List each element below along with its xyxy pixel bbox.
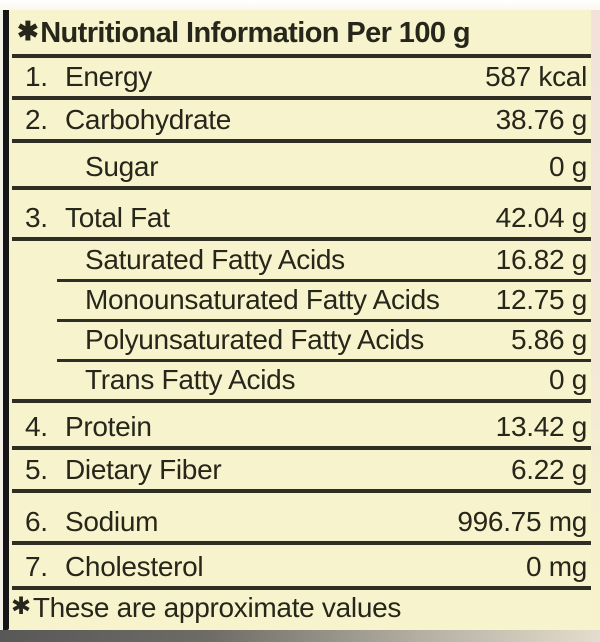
row-label: Trans Fatty Acids xyxy=(85,364,296,395)
row-value: 12.75 g xyxy=(495,284,588,315)
row-value: 13.42 g xyxy=(495,411,588,442)
row-label: Dietary Fiber xyxy=(65,454,222,485)
row-value: 5.86 g xyxy=(510,324,587,355)
divider xyxy=(12,54,591,58)
right-edge-strip xyxy=(591,10,600,630)
row-polyunsaturated-fatty-acids: Polyunsaturated Fatty Acids 5.86 g xyxy=(9,322,591,359)
label-table: ✱ Nutritional Information Per 100 g 1. E… xyxy=(9,10,591,630)
row-label: Sugar xyxy=(85,151,159,182)
divider xyxy=(12,586,591,590)
table-title: ✱ Nutritional Information Per 100 g xyxy=(9,10,591,54)
row-value: 6.22 g xyxy=(510,454,587,485)
row-saturated-fatty-acids: Saturated Fatty Acids 16.82 g xyxy=(9,241,591,279)
divider xyxy=(12,186,591,190)
footnote: ✱ These are approximate values xyxy=(9,590,591,630)
row-monounsaturated-fatty-acids: Monounsaturated Fatty Acids 12.75 g xyxy=(9,282,591,319)
row-label: Polyunsaturated Fatty Acids xyxy=(85,324,424,355)
divider xyxy=(12,446,591,450)
asterisk-icon: ✱ xyxy=(17,16,39,46)
divider xyxy=(12,139,591,143)
row-sodium: 6. Sodium 996.75 mg xyxy=(9,493,591,541)
row-sugar: Sugar 0 g xyxy=(9,143,591,186)
row-label: Protein xyxy=(65,411,152,442)
row-number: 6. xyxy=(25,506,48,537)
row-label: Sodium xyxy=(65,506,159,537)
row-total-fat: 3. Total Fat 42.04 g xyxy=(9,190,591,237)
divider xyxy=(12,96,591,100)
row-cholesterol: 7. Cholesterol 0 mg xyxy=(9,545,591,586)
row-number: 4. xyxy=(25,411,48,442)
row-label: Energy xyxy=(65,61,152,92)
divider-indented xyxy=(57,319,591,322)
row-carbohydrate: 2. Carbohydrate 38.76 g xyxy=(9,100,591,139)
left-border-bar xyxy=(3,10,9,630)
row-label: Saturated Fatty Acids xyxy=(85,244,345,275)
left-edge-strip xyxy=(0,10,3,630)
row-dietary-fiber: 5. Dietary Fiber 6.22 g xyxy=(9,450,591,489)
row-label: Cholesterol xyxy=(65,551,204,582)
row-value: 996.75 mg xyxy=(457,506,587,537)
row-number: 3. xyxy=(25,202,48,233)
row-number: 5. xyxy=(25,454,48,485)
divider-indented xyxy=(57,279,591,282)
row-value: 42.04 g xyxy=(495,202,588,233)
row-trans-fatty-acids: Trans Fatty Acids 0 g xyxy=(9,362,591,399)
row-value: 38.76 g xyxy=(495,104,588,135)
row-label: Carbohydrate xyxy=(65,104,232,135)
asterisk-icon: ✱ xyxy=(11,593,31,620)
top-edge-strip xyxy=(0,0,600,10)
row-value: 16.82 g xyxy=(495,244,588,275)
row-protein: 4. Protein 13.42 g xyxy=(9,403,591,446)
divider xyxy=(12,399,591,403)
divider-indented xyxy=(57,359,591,362)
row-energy: 1. Energy 587 kcal xyxy=(9,58,591,96)
row-value: 587 kcal xyxy=(485,61,587,92)
row-value: 0 g xyxy=(548,151,587,182)
footnote-text: These are approximate values xyxy=(32,592,402,623)
row-number: 1. xyxy=(25,61,48,92)
row-label: Monounsaturated Fatty Acids xyxy=(85,284,440,315)
bottom-edge-strip xyxy=(0,630,600,642)
divider xyxy=(12,541,591,545)
row-value: 0 g xyxy=(548,364,587,395)
row-number: 7. xyxy=(25,551,48,582)
title-text: Nutritional Information Per 100 g xyxy=(40,16,470,49)
row-number: 2. xyxy=(25,104,48,135)
divider xyxy=(12,237,591,241)
divider xyxy=(12,489,591,493)
row-value: 0 mg xyxy=(525,551,587,582)
row-label: Total Fat xyxy=(65,202,170,233)
